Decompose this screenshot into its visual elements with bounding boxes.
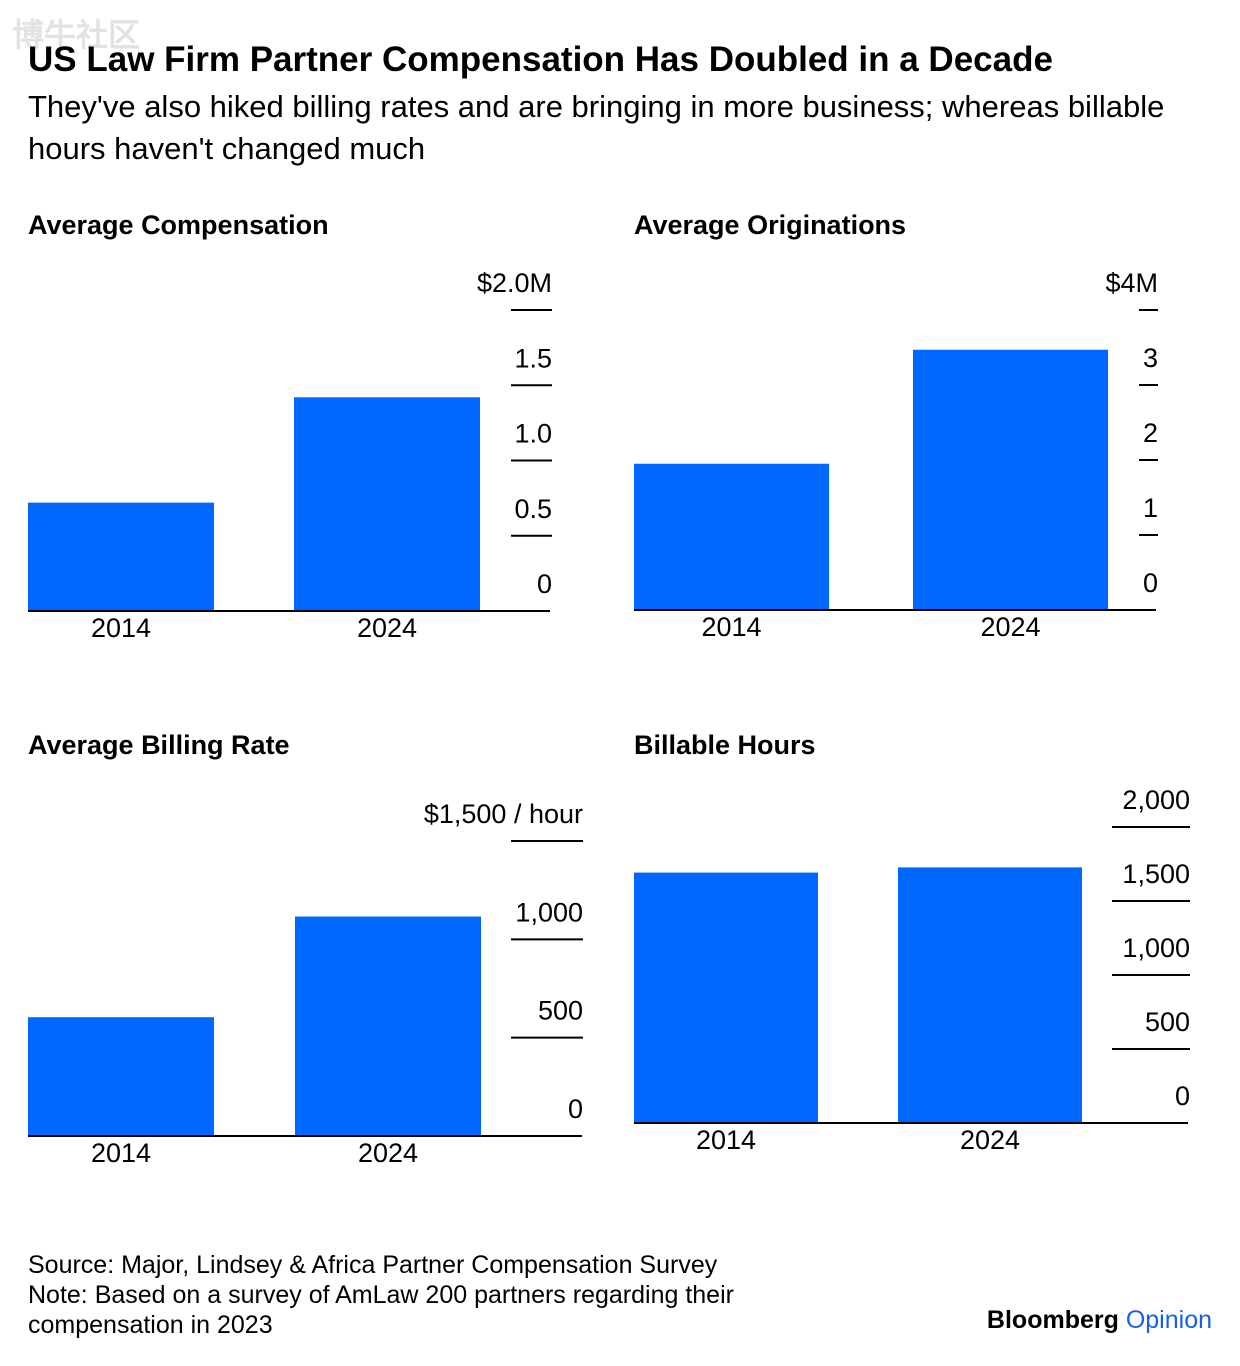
note-line-1: Note: Based on a survey of AmLaw 200 par…: [28, 1281, 734, 1309]
page-title: US Law Firm Partner Compensation Has Dou…: [28, 40, 1053, 79]
y-tick-label: 0: [1175, 1081, 1190, 1111]
x-tick-label-2014: 2014: [701, 612, 761, 642]
bar-2014: [634, 872, 818, 1123]
watermark-logo: 博牛社区: [12, 17, 141, 53]
y-tick-label: 2: [1143, 418, 1158, 448]
x-tick-label-2024: 2024: [358, 1138, 418, 1168]
x-tick-label-2024: 2024: [960, 1125, 1020, 1155]
y-tick-label: 0: [537, 569, 552, 599]
bar-2014: [634, 463, 829, 610]
y-tick-label: 0.5: [514, 494, 552, 524]
x-tick-label-2014: 2014: [91, 1138, 151, 1168]
bar-2024: [295, 916, 481, 1136]
bar-2024: [898, 867, 1082, 1123]
chart-average-billing-rate: Average Billing Rate 2014 2024 0 500 1,000 $1…: [28, 730, 588, 1170]
bar-2024: [913, 349, 1108, 610]
bar-2024: [294, 397, 480, 611]
chart-average-compensation: Average Compensation 2014 2024 0 0.5 1.0 1.5 $…: [28, 210, 588, 650]
page-subtitle: They've also hiked billing rates and are…: [28, 89, 1165, 166]
chart-billable-hours: Billable Hours 2014 2024 0 500 1,000 1,500 2,0…: [634, 730, 1194, 1170]
footer: Source: Major, Lindsey & Africa Partner …: [28, 1250, 888, 1340]
y-tick-label: 1.0: [514, 419, 552, 449]
brand-logo: Bloomberg Opinion: [987, 1306, 1212, 1335]
y-tick-label: 1,000: [515, 897, 583, 927]
chart-title: Average Originations: [634, 210, 907, 240]
y-tick-label: $4M: [1105, 268, 1158, 298]
y-tick-label: 1,500: [1122, 859, 1190, 889]
chart-plot: 2014 2024 0 1 2 3 $4M: [634, 268, 1158, 642]
y-tick-label: 0: [568, 1094, 583, 1124]
y-tick-label: $2.0M: [477, 268, 552, 298]
chart-title: Billable Hours: [634, 730, 816, 760]
y-tick-label: 1,000: [1122, 933, 1190, 963]
y-tick-label: 500: [1145, 1007, 1190, 1037]
y-tick-label: 3: [1143, 343, 1158, 373]
x-tick-label-2024: 2024: [980, 612, 1040, 642]
brand-product: Opinion: [1125, 1306, 1212, 1334]
chart-average-originations: Average Originations 2014 2024 0 1 2 3 $4M: [634, 210, 1194, 650]
chart-plot: 2014 2024 0 0.5 1.0 1.5 $2.0M: [28, 268, 552, 643]
chart-plot: 2014 2024 0 500 1,000 $1,500 / hour: [28, 799, 583, 1168]
x-tick-label-2014: 2014: [696, 1125, 756, 1155]
y-tick-label: $1,500 / hour: [424, 799, 583, 829]
y-tick-label: 1: [1143, 493, 1158, 523]
y-tick-label: 500: [538, 996, 583, 1026]
bar-2014: [28, 502, 214, 611]
chart-title: Average Billing Rate: [28, 730, 290, 760]
bar-2014: [28, 1017, 214, 1136]
x-tick-label-2024: 2024: [357, 613, 417, 643]
note-line-2: compensation in 2023: [28, 1311, 273, 1339]
source-note: Source: Major, Lindsey & Africa Partner …: [28, 1251, 718, 1279]
y-tick-label: 1.5: [514, 343, 552, 373]
y-tick-label: 0: [1143, 568, 1158, 598]
y-tick-label: 2,000: [1122, 785, 1190, 815]
chart-plot: 2014 2024 0 500 1,000 1,500 2,000: [634, 785, 1190, 1155]
x-tick-label-2014: 2014: [91, 613, 151, 643]
brand-name: Bloomberg: [986, 1306, 1119, 1334]
chart-title: Average Compensation: [28, 210, 329, 240]
